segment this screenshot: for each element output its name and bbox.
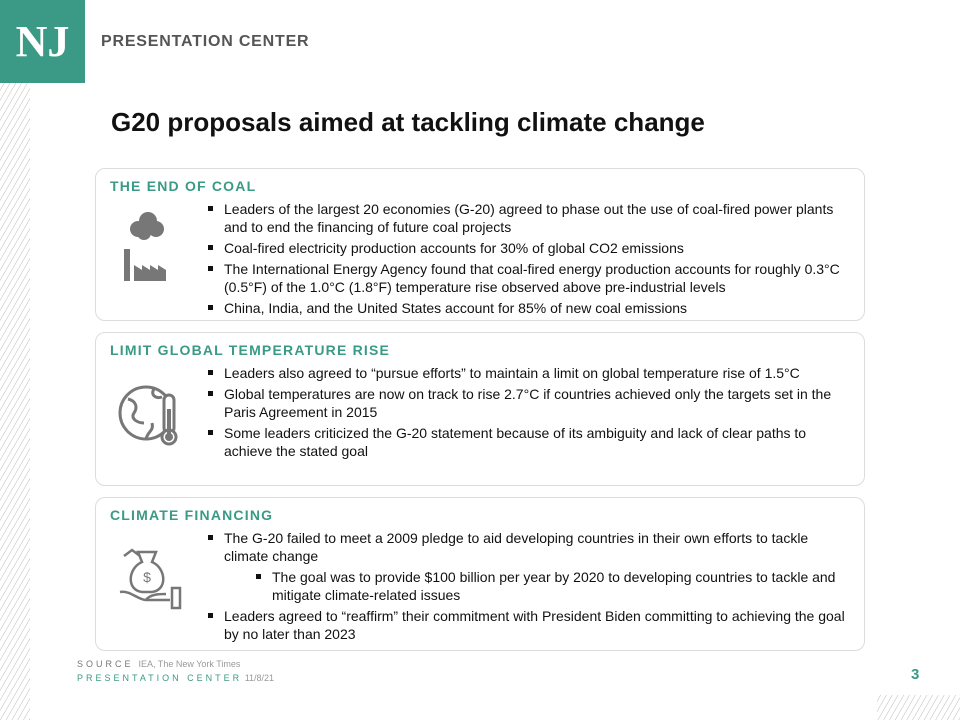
source-label: SOURCE	[77, 659, 134, 669]
source: SOURCE IEA, The New York Times	[77, 659, 240, 669]
bullet-list: The G-20 failed to meet a 2009 pledge to…	[206, 529, 846, 646]
bullet: Leaders agreed to “reaffirm” their commi…	[206, 607, 846, 643]
section-card: CLIMATE FINANCING $ The G-20 failed to mee…	[95, 497, 865, 651]
globe-thermometer-icon	[118, 385, 178, 446]
bullet-list: Leaders of the largest 20 economies (G-2…	[206, 200, 846, 320]
section-heading: THE END OF COAL	[110, 178, 257, 194]
bullet-text: China, India, and the United States acco…	[224, 300, 688, 316]
bullet: Coal-fired electricity production accoun…	[206, 239, 846, 257]
section-heading: CLIMATE FINANCING	[110, 507, 274, 523]
bullet-text: Global temperatures are now on track to …	[224, 386, 832, 420]
footer-center: PRESENTATION CENTER 11/8/21	[77, 673, 274, 683]
bullet: The International Energy Agency found th…	[206, 260, 846, 296]
bullet-text: The G-20 failed to meet a 2009 pledge to…	[224, 530, 809, 564]
source-text: IEA, The New York Times	[138, 659, 241, 669]
svg-text:$: $	[143, 569, 151, 585]
bullet-text: Leaders also agreed to “pursue efforts” …	[224, 365, 800, 381]
section-card: THE END OF COAL Leaders of the largest 20…	[95, 168, 865, 321]
bullet: Leaders of the largest 20 economies (G-2…	[206, 200, 846, 236]
sub-bullet: The goal was to provide $100 billion per…	[254, 568, 846, 604]
logo: NJ	[0, 0, 85, 83]
bullet-text: Coal-fired electricity production accoun…	[224, 240, 684, 256]
bullet: Some leaders criticized the G-20 stateme…	[206, 424, 846, 460]
bullet: Leaders also agreed to “pursue efforts” …	[206, 364, 846, 382]
bullet-list: Leaders also agreed to “pursue efforts” …	[206, 364, 846, 463]
money-hand-icon: $	[119, 548, 182, 610]
bullet: Global temperatures are now on track to …	[206, 385, 846, 421]
center-label: PRESENTATION CENTER	[77, 673, 243, 683]
section-card: LIMIT GLOBAL TEMPERATURE RISE Leaders als…	[95, 332, 865, 486]
date: 11/8/21	[244, 673, 275, 683]
section-heading: LIMIT GLOBAL TEMPERATURE RISE	[110, 342, 391, 358]
bullet: China, India, and the United States acco…	[206, 299, 846, 317]
brand: PRESENTATION CENTER	[101, 33, 310, 50]
sub-bullet-list: The goal was to provide $100 billion per…	[224, 568, 846, 604]
bullet-text: Some leaders criticized the G-20 stateme…	[224, 425, 807, 459]
bullet: The G-20 failed to meet a 2009 pledge to…	[206, 529, 846, 604]
bullet-text: Leaders of the largest 20 economies (G-2…	[224, 201, 834, 235]
page-number: 3	[911, 666, 920, 683]
slide-title: G20 proposals aimed at tackling climate …	[111, 107, 705, 137]
factory-icon	[124, 212, 166, 281]
bullet-text: The International Energy Agency found th…	[224, 261, 840, 295]
bullet-text: Leaders agreed to “reaffirm” their commi…	[224, 608, 845, 642]
